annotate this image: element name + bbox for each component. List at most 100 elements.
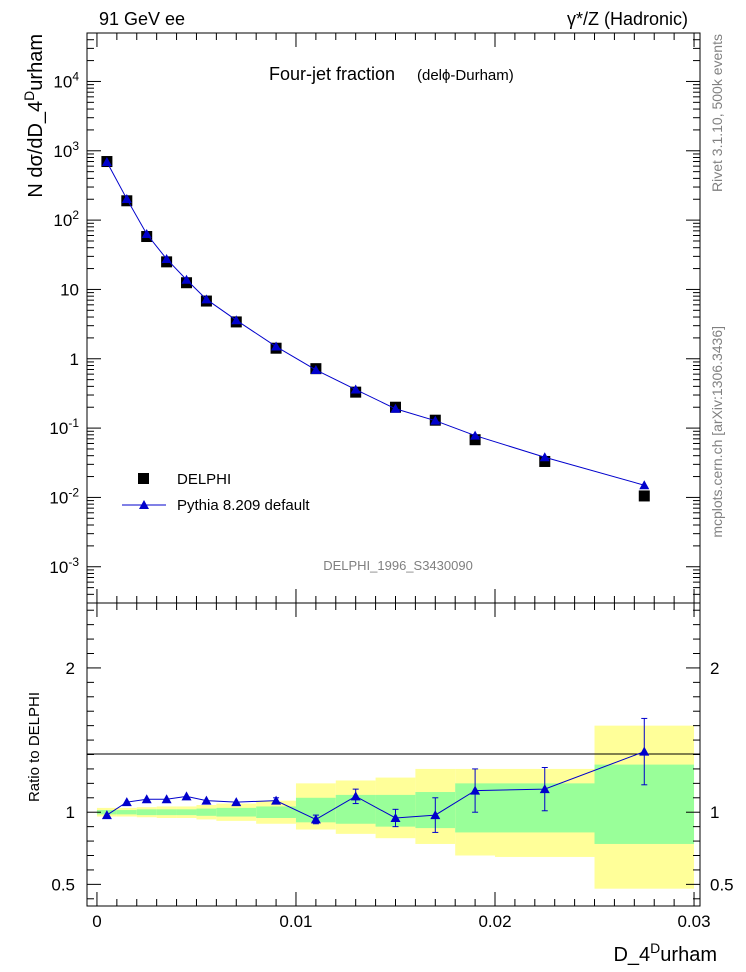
delphi-point: [539, 455, 551, 467]
band-green: [116, 810, 137, 815]
y-axis-title-main-tail: urham: [25, 34, 47, 91]
y-tick-label-main: 1: [70, 350, 79, 369]
x-axis-title-text: D_4: [613, 944, 650, 966]
y-tick-label-main-base: 10: [53, 72, 72, 91]
band-green: [216, 807, 257, 817]
y-axis-title-main-text: N dσ/dD_4: [25, 101, 47, 198]
side-label-mcplots: mcplots.cern.ch [arXiv:1306.3436]: [709, 326, 725, 538]
ratio-marks: [101, 717, 650, 833]
y-tick-label-main: 104: [53, 69, 79, 91]
y-tick-label-ratio: 1: [66, 803, 75, 822]
y-tick-label-main-exp: -2: [68, 485, 79, 499]
ratio-panel: 0.5 0.5 1 1 2 2 0 0.01 0.02 0.03: [51, 602, 734, 931]
y-tick-label-main-base: 10: [49, 558, 68, 577]
pythia-point: [101, 156, 112, 166]
ratio-bands: [96, 725, 695, 889]
pythia-point: [121, 193, 132, 203]
band-green: [136, 809, 157, 816]
legend-label-delphi: DELPHI: [177, 471, 231, 488]
delphi-point: [469, 434, 481, 446]
pythia-point: [231, 315, 242, 325]
x-tick-label: 0.03: [677, 912, 710, 931]
ratio-point: [390, 812, 401, 822]
ratio-point: [121, 797, 132, 807]
y-axis-title-ratio: Ratio to DELPHI: [26, 692, 43, 802]
y-tick-label-main-exp: -1: [68, 416, 79, 430]
y-tick-label-main: 10-2: [49, 485, 79, 507]
band-green: [196, 808, 217, 816]
ratio-point: [101, 810, 112, 820]
legend-label-pythia: Pythia 8.209 default: [177, 497, 310, 514]
watermark: DELPHI_1996_S3430090: [323, 558, 473, 573]
ratio-point: [201, 795, 212, 805]
ratio-point: [181, 791, 192, 801]
y-tick-label-main: 10-1: [49, 416, 79, 438]
y-tick-label-main-exp: -3: [68, 555, 79, 569]
header-left: 91 GeV ee: [99, 9, 185, 29]
ratio-point: [430, 810, 441, 820]
chart-title: Four-jet fraction: [269, 64, 395, 84]
y-tick-label-main-base: 10: [53, 211, 72, 230]
ratio-axes: 0.5 0.5 1 1 2 2 0 0.01 0.02 0.03: [51, 603, 734, 931]
pythia-point: [181, 274, 192, 284]
y-tick-label-main-base: 10: [60, 280, 79, 299]
legend: DELPHI Pythia 8.209 default: [122, 471, 310, 514]
ratio-point: [231, 797, 242, 807]
delphi-point: [638, 490, 650, 502]
main-frame: [86, 32, 701, 604]
x-axis-title-tail: urham: [660, 944, 717, 966]
pythia-point: [141, 229, 152, 239]
y-tick-label-main-base: 10: [49, 419, 68, 438]
header-right: γ*/Z (Hadronic): [567, 9, 688, 29]
y-tick-label-main-base: 1: [70, 350, 79, 369]
y-tick-label-main-exp: 4: [72, 69, 79, 83]
ratio-point: [639, 746, 650, 756]
x-axis-title: D_4Durham: [613, 940, 717, 966]
y-axis-title-main-sup: D: [21, 91, 37, 101]
y-tick-label-main: 103: [53, 139, 79, 161]
y-tick-label-main-base: 10: [53, 142, 72, 161]
pythia-point: [201, 294, 212, 304]
y-tick-label-main: 10: [60, 280, 79, 299]
y-tick-label-ratio-right: 0.5: [710, 875, 734, 894]
chart-subtitle: (delϕ-Durham): [417, 67, 514, 84]
band-green: [256, 806, 296, 818]
pythia-point: [161, 253, 172, 263]
pythia-point: [310, 364, 321, 374]
y-tick-label-main-base: 10: [49, 488, 68, 507]
legend-marker-delphi: [138, 473, 149, 484]
pythia-line: [106, 161, 645, 486]
y-axis-title-main: N dσ/dD_4Durham: [21, 34, 47, 198]
y-tick-label-ratio: 2: [66, 659, 75, 678]
pythia-point: [430, 415, 441, 425]
ratio-point: [141, 794, 152, 804]
x-tick-label: 0: [92, 912, 101, 931]
x-tick-label: 0.01: [279, 912, 312, 931]
y-tick-label-main-exp: 3: [72, 139, 79, 153]
pythia-point: [539, 452, 550, 462]
pythia-point: [350, 384, 361, 394]
x-axis-title-sup: D: [650, 940, 660, 956]
ratio-point: [271, 795, 282, 805]
y-tick-label-ratio: 0.5: [51, 875, 75, 894]
band-green: [156, 809, 177, 816]
x-tick-label: 0.02: [478, 912, 511, 931]
ratio-point: [310, 814, 321, 824]
pythia-point: [639, 480, 650, 490]
legend-marker-pythia: [139, 500, 149, 509]
ratio-point: [470, 785, 481, 795]
ratio-point: [161, 794, 172, 804]
pythia-point: [271, 341, 282, 351]
pythia-point: [390, 403, 401, 413]
ratio-point: [539, 784, 550, 794]
y-tick-label-main-exp: 2: [72, 208, 79, 222]
ratio-point: [350, 791, 361, 801]
y-tick-label-main: 102: [53, 208, 79, 230]
y-tick-label-main: 10-3: [49, 555, 79, 577]
main-marks: [101, 156, 650, 502]
pythia-point: [470, 430, 481, 440]
y-tick-label-ratio-right: 1: [710, 803, 719, 822]
side-label-rivet: Rivet 3.1.10, 500k events: [709, 34, 725, 192]
